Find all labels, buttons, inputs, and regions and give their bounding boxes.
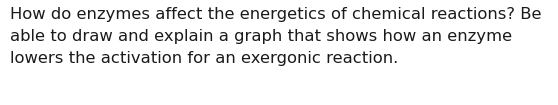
Text: How do enzymes affect the energetics of chemical reactions? Be
able to draw and : How do enzymes affect the energetics of … <box>10 7 542 66</box>
